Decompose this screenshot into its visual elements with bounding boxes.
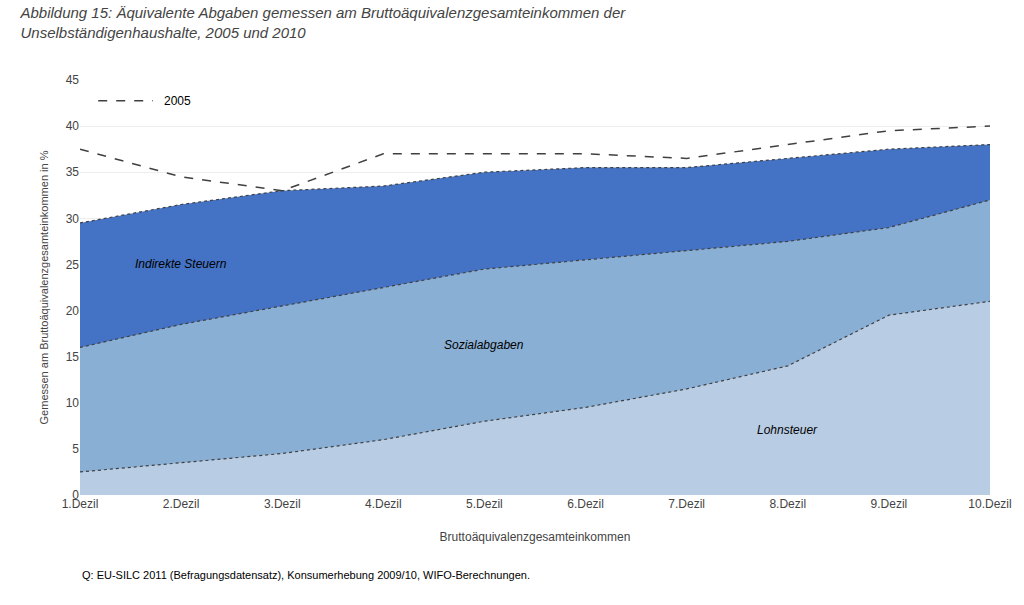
svg-text:40: 40: [66, 119, 80, 133]
svg-text:8.Dezil: 8.Dezil: [769, 497, 806, 511]
svg-text:45: 45: [66, 73, 80, 87]
svg-text:5.Dezil: 5.Dezil: [466, 497, 503, 511]
svg-text:2.Dezil: 2.Dezil: [163, 497, 200, 511]
svg-text:15: 15: [66, 350, 80, 364]
svg-text:10.Dezil: 10.Dezil: [968, 497, 1011, 511]
svg-text:6.Dezil: 6.Dezil: [567, 497, 604, 511]
svg-text:2005: 2005: [164, 94, 191, 108]
svg-text:0: 0: [72, 488, 79, 502]
svg-text:7.Dezil: 7.Dezil: [668, 497, 705, 511]
svg-text:5: 5: [72, 442, 79, 456]
svg-text:4.Dezil: 4.Dezil: [365, 497, 402, 511]
svg-text:1.Dezil: 1.Dezil: [62, 497, 99, 511]
svg-text:Gemessen am Bruttoäquivalenzge: Gemessen am Bruttoäquivalenzgesamteinkom…: [38, 150, 50, 424]
svg-text:35: 35: [66, 165, 80, 179]
svg-text:30: 30: [66, 212, 80, 226]
svg-text:20: 20: [66, 304, 80, 318]
svg-text:Sozialabgaben: Sozialabgaben: [444, 338, 524, 352]
svg-text:9.Dezil: 9.Dezil: [871, 497, 908, 511]
svg-text:Abbildung 15: Äquivalente Abga: Abbildung 15: Äquivalente Abgaben gemess…: [19, 4, 626, 41]
svg-text:Q: EU-SILC 2011 (Befragungsdat: Q: EU-SILC 2011 (Befragungsdatensatz), K…: [82, 569, 530, 581]
svg-text:Lohnsteuer: Lohnsteuer: [757, 423, 818, 437]
svg-text:3.Dezil: 3.Dezil: [264, 497, 301, 511]
svg-text:Indirekte Steuern: Indirekte Steuern: [135, 257, 227, 271]
svg-text:Bruttoäquivalenzgesamteinkomme: Bruttoäquivalenzgesamteinkommen: [440, 530, 631, 544]
svg-text:10: 10: [66, 396, 80, 410]
svg-text:25: 25: [66, 258, 80, 272]
